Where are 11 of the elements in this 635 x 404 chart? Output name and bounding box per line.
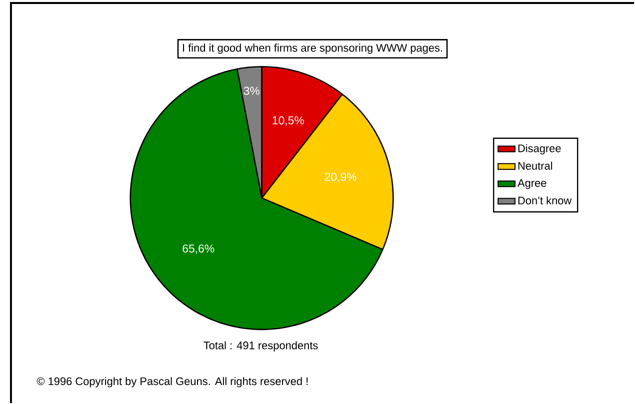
legend-label: Disagree: [518, 144, 561, 154]
legend-label: Agree: [518, 179, 546, 189]
data-label: 10,5%: [272, 116, 304, 126]
legend-label: Neutral: [518, 162, 552, 170]
text: Total : 491 respondents: [204, 341, 318, 352]
data-label: 3%: [244, 86, 260, 95]
data-label: 65,6%: [182, 244, 214, 254]
text: © 1996 Copyright by Pascal Geuns. All rights reserved !: [36, 377, 308, 388]
legend-label: Don’t know: [518, 196, 572, 204]
chart-title: I find it good when firms are sponsoring WWW pages.: [183, 44, 442, 54]
data-label: 20,9%: [324, 172, 356, 182]
